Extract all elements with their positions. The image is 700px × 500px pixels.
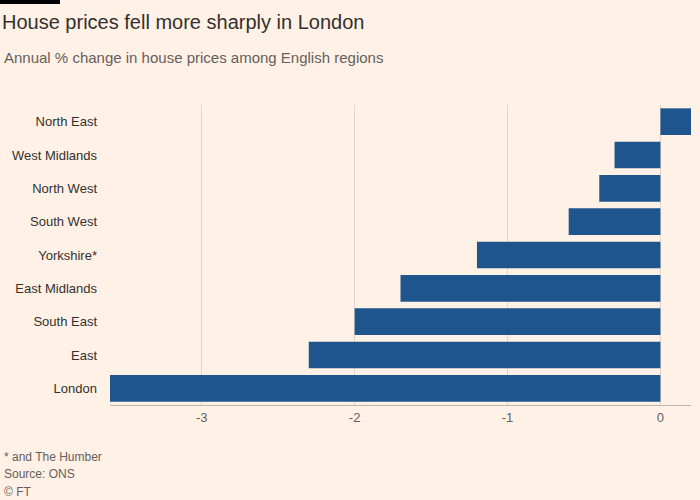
svg-text:0: 0 bbox=[657, 410, 664, 425]
svg-text:Source: ONS: Source: ONS bbox=[4, 467, 75, 481]
svg-text:Annual % change in house price: Annual % change in house prices among En… bbox=[4, 49, 383, 66]
svg-text:-3: -3 bbox=[196, 410, 208, 425]
svg-text:South East: South East bbox=[33, 314, 97, 329]
svg-text:-1: -1 bbox=[502, 410, 514, 425]
svg-text:South West: South West bbox=[30, 214, 97, 229]
svg-text:-2: -2 bbox=[349, 410, 361, 425]
svg-text:West Midlands: West Midlands bbox=[12, 148, 98, 163]
svg-text:North East: North East bbox=[36, 114, 98, 129]
svg-text:North West: North West bbox=[32, 181, 97, 196]
svg-text:East Midlands: East Midlands bbox=[15, 281, 97, 296]
svg-text:Yorkshire*: Yorkshire* bbox=[38, 248, 97, 263]
svg-text:House prices fell more sharply: House prices fell more sharply in London bbox=[2, 11, 364, 33]
svg-text:East: East bbox=[71, 348, 97, 363]
svg-text:© FT: © FT bbox=[4, 485, 32, 499]
svg-text:* and The Humber: * and The Humber bbox=[4, 450, 102, 464]
svg-text:London: London bbox=[54, 381, 97, 396]
